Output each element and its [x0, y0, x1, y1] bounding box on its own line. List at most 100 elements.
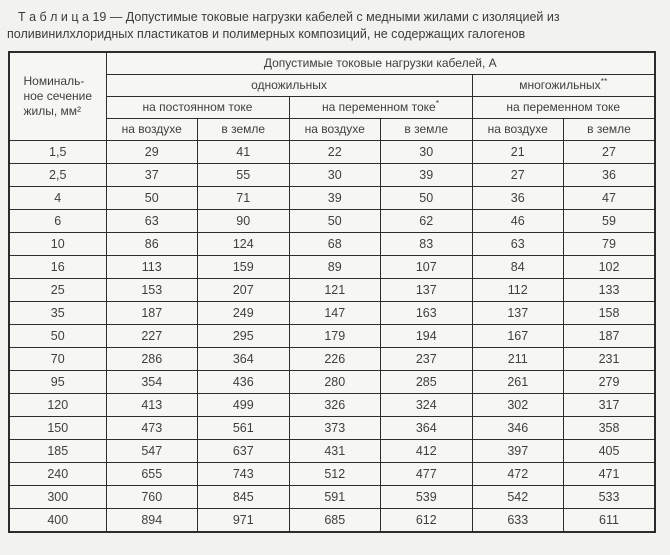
current-value-cell: 133 — [563, 277, 656, 302]
current-value-cell: 163 — [380, 300, 473, 325]
table-row: 35 187 249 147 163 137 158 — [8, 300, 656, 325]
cross-section-cell: 300 — [8, 484, 107, 509]
current-value-cell: 894 — [105, 507, 198, 533]
current-value-cell: 373 — [288, 415, 381, 440]
current-value-cell: 612 — [380, 507, 473, 533]
corner-header-cell: Номиналь- ное сечение жилы, мм² — [8, 51, 107, 141]
current-value-cell: 231 — [563, 346, 656, 371]
cross-section-cell: 120 — [8, 392, 107, 417]
current-value-cell: 743 — [197, 461, 290, 486]
current-value-cell: 436 — [197, 369, 290, 394]
current-value-cell: 286 — [105, 346, 198, 371]
table-row: 120 413 499 326 324 302 317 — [8, 392, 656, 417]
current-value-cell: 63 — [471, 231, 564, 256]
current-value-cell: 324 — [380, 392, 473, 417]
current-value-cell: 261 — [471, 369, 564, 394]
current-value-cell: 36 — [563, 162, 656, 187]
current-value-cell: 413 — [105, 392, 198, 417]
current-value-cell: 364 — [197, 346, 290, 371]
current-value-cell: 561 — [197, 415, 290, 440]
current-value-cell: 477 — [380, 461, 473, 486]
cross-section-cell: 10 — [8, 231, 107, 256]
current-value-cell: 326 — [288, 392, 381, 417]
current-value-cell: 47 — [563, 185, 656, 210]
env-header-ground-ac-single: в земле — [380, 117, 473, 141]
table-row: 10 86 124 68 83 63 79 — [8, 231, 656, 256]
header-row-environment: на воздухе в земле на воздухе в земле на… — [9, 117, 656, 141]
current-value-cell: 167 — [471, 323, 564, 348]
current-value-cell: 971 — [197, 507, 290, 533]
current-value-cell: 121 — [288, 277, 381, 302]
table-row: 185 547 637 431 412 397 405 — [8, 438, 656, 463]
cross-section-cell: 50 — [8, 323, 107, 348]
current-value-cell: 539 — [380, 484, 473, 509]
current-value-cell: 62 — [380, 208, 473, 233]
current-value-cell: 50 — [288, 208, 381, 233]
current-value-cell: 39 — [288, 185, 381, 210]
current-value-cell: 46 — [471, 208, 564, 233]
multi-core-footnote-mark: ** — [600, 76, 608, 87]
cross-section-cell: 4 — [8, 185, 107, 210]
current-value-cell: 211 — [471, 346, 564, 371]
current-value-cell: 37 — [105, 162, 198, 187]
table-row: 4 50 71 39 50 36 47 — [8, 185, 656, 210]
table-row: 70 286 364 226 237 211 231 — [8, 346, 656, 371]
corner-header-line-2: ное сечение — [23, 88, 92, 103]
current-value-cell: 194 — [380, 323, 473, 348]
current-value-cell: 655 — [105, 461, 198, 486]
current-value-cell: 63 — [105, 208, 198, 233]
table-row: 95 354 436 280 285 261 279 — [8, 369, 656, 394]
current-value-cell: 39 — [380, 162, 473, 187]
header-row-core-type: одножильных многожильных** — [9, 73, 656, 97]
cross-section-cell: 6 — [8, 208, 107, 233]
current-value-cell: 397 — [471, 438, 564, 463]
current-value-cell: 27 — [563, 139, 656, 164]
table-row: 150 473 561 373 364 346 358 — [8, 415, 656, 440]
current-value-cell: 83 — [380, 231, 473, 256]
current-value-cell: 412 — [380, 438, 473, 463]
current-value-cell: 50 — [380, 185, 473, 210]
table-header: Номиналь- ное сечение жилы, мм² Допустим… — [8, 51, 656, 141]
env-header-ground-ac-multi: в земле — [563, 117, 656, 141]
cross-section-cell: 400 — [8, 507, 107, 533]
current-value-cell: 107 — [380, 254, 473, 279]
table-row: 1,5 29 41 22 30 21 27 — [8, 139, 656, 164]
current-value-cell: 50 — [105, 185, 198, 210]
current-value-cell: 542 — [471, 484, 564, 509]
current-value-cell: 187 — [105, 300, 198, 325]
current-value-cell: 611 — [563, 507, 656, 533]
current-value-cell: 55 — [197, 162, 290, 187]
top-header-cell: Допустимые токовые нагрузки кабелей, А — [105, 51, 656, 75]
current-value-cell: 22 — [288, 139, 381, 164]
corner-header-line-3: жилы, мм² — [23, 103, 82, 118]
cross-section-cell: 185 — [8, 438, 107, 463]
table-row: 6 63 90 50 62 46 59 — [8, 208, 656, 233]
cross-section-cell: 16 — [8, 254, 107, 279]
table-row: 240 655 743 512 477 472 471 — [8, 461, 656, 486]
current-load-table: Номиналь- ное сечение жилы, мм² Допустим… — [8, 50, 656, 533]
current-value-cell: 113 — [105, 254, 198, 279]
current-value-cell: 633 — [471, 507, 564, 533]
ac-single-footnote-mark: * — [435, 98, 439, 109]
env-header-ground-dc: в земле — [197, 117, 290, 141]
table-row: 16 113 159 89 107 84 102 — [8, 254, 656, 279]
current-value-cell: 685 — [288, 507, 381, 533]
current-value-cell: 499 — [197, 392, 290, 417]
table-row: 25 153 207 121 137 112 133 — [8, 277, 656, 302]
current-value-cell: 473 — [105, 415, 198, 440]
current-value-cell: 36 — [471, 185, 564, 210]
multi-core-header: многожильных** — [471, 73, 656, 97]
current-value-cell: 364 — [380, 415, 473, 440]
current-value-cell: 41 — [197, 139, 290, 164]
current-value-cell: 533 — [563, 484, 656, 509]
table-body: 1,5 29 41 22 30 21 27 2,5 37 55 30 39 27 36 4 50 71 39 50 3… — [8, 139, 656, 533]
env-header-air-dc: на воздухе — [105, 117, 198, 141]
current-value-cell: 147 — [288, 300, 381, 325]
current-value-cell: 354 — [105, 369, 198, 394]
current-value-cell: 760 — [105, 484, 198, 509]
corner-header-text: Номиналь- ное сечение жилы, мм² — [23, 74, 92, 119]
current-value-cell: 71 — [197, 185, 290, 210]
current-value-cell: 79 — [563, 231, 656, 256]
multi-core-label: многожильных — [519, 78, 601, 93]
current-value-cell: 237 — [380, 346, 473, 371]
